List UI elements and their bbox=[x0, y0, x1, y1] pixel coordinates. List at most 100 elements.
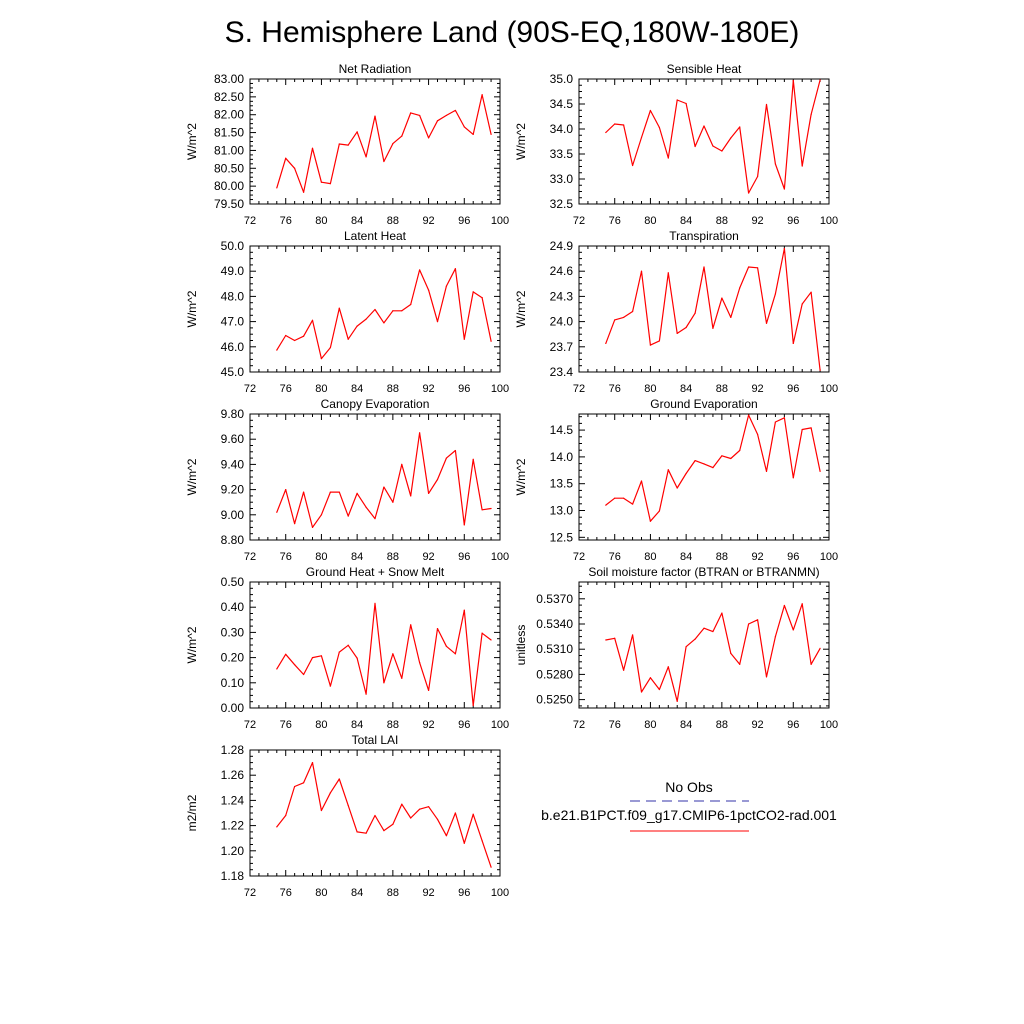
data-point bbox=[748, 192, 750, 194]
data-point bbox=[685, 646, 687, 648]
data-point bbox=[347, 804, 349, 807]
y-tick-label: 1.28 bbox=[221, 743, 245, 757]
x-tick-label: 84 bbox=[680, 551, 692, 563]
y-tick-label: 33.5 bbox=[550, 147, 574, 161]
y-tick-label: 49.0 bbox=[221, 264, 245, 278]
data-point bbox=[294, 785, 296, 788]
data-point bbox=[383, 486, 385, 488]
data-point bbox=[302, 782, 305, 784]
x-tick-label: 96 bbox=[787, 215, 799, 227]
x-tick-label: 80 bbox=[644, 383, 656, 395]
data-point bbox=[347, 644, 349, 646]
data-point bbox=[658, 688, 660, 691]
x-tick-label: 88 bbox=[387, 215, 399, 227]
series-line bbox=[276, 602, 492, 707]
y-tick-label: 13.0 bbox=[550, 504, 574, 518]
y-tick-label: 81.50 bbox=[214, 126, 244, 140]
x-tick-label: 92 bbox=[751, 719, 763, 731]
data-point bbox=[320, 181, 323, 183]
data-point bbox=[481, 840, 483, 842]
data-point bbox=[694, 460, 696, 462]
data-point bbox=[730, 137, 732, 139]
data-point bbox=[427, 492, 430, 494]
y-tick-label: 8.80 bbox=[221, 533, 245, 547]
y-tick-label: 80.50 bbox=[214, 161, 244, 175]
x-tick-label: 72 bbox=[244, 887, 256, 899]
data-point bbox=[739, 287, 741, 289]
data-point bbox=[810, 427, 812, 429]
x-tick-label: 80 bbox=[315, 719, 327, 731]
data-point bbox=[676, 332, 678, 334]
x-tick-label: 76 bbox=[609, 719, 621, 731]
x-tick-label: 84 bbox=[351, 383, 363, 395]
legend-model-label: b.e21.B1PCT.f09_g17.CMIP6-1pctCO2-rad.00… bbox=[541, 807, 837, 823]
y-tick-label: 0.50 bbox=[221, 575, 245, 589]
data-point bbox=[320, 809, 323, 812]
x-tick-label: 88 bbox=[716, 719, 728, 731]
x-tick-label: 96 bbox=[787, 383, 799, 395]
data-point bbox=[658, 340, 660, 342]
data-point bbox=[765, 322, 768, 324]
y-tick-label: 9.40 bbox=[221, 457, 245, 471]
x-tick-label: 96 bbox=[458, 215, 470, 227]
data-point bbox=[276, 511, 278, 513]
data-point bbox=[792, 79, 794, 82]
data-point bbox=[374, 602, 376, 605]
y-tick-label: 35.0 bbox=[550, 72, 574, 86]
x-tick-label: 80 bbox=[644, 719, 656, 731]
panel-2: Sensible Heat W/m^2 72 76 80 84 88 92 96 100 32.5 3… bbox=[514, 62, 838, 227]
x-tick-label: 76 bbox=[280, 887, 292, 899]
data-point bbox=[356, 831, 358, 833]
data-point bbox=[703, 463, 705, 465]
panel-8: Soil moisture factor (BTRAN or BTRANMN) u… bbox=[514, 565, 838, 731]
data-point bbox=[481, 509, 483, 511]
data-point bbox=[676, 487, 678, 489]
x-tick-label: 80 bbox=[315, 383, 327, 395]
data-point bbox=[819, 647, 821, 649]
data-point bbox=[356, 131, 358, 133]
plot-frame bbox=[249, 78, 501, 205]
panel-title: Latent Heat bbox=[344, 229, 407, 243]
x-tick-label: 72 bbox=[573, 551, 585, 563]
data-point bbox=[419, 432, 421, 434]
x-tick-label: 84 bbox=[351, 215, 363, 227]
y-tick-label: 9.80 bbox=[221, 407, 245, 421]
y-tick-label: 23.4 bbox=[550, 365, 574, 379]
y-tick-label: 0.00 bbox=[221, 701, 245, 715]
x-tick-label: 76 bbox=[280, 719, 292, 731]
data-point bbox=[694, 312, 696, 314]
x-tick-label: 96 bbox=[458, 551, 470, 563]
x-tick-label: 84 bbox=[680, 215, 692, 227]
x-tick-label: 92 bbox=[751, 215, 763, 227]
y-tick-label: 1.20 bbox=[221, 844, 245, 858]
data-point bbox=[445, 285, 448, 287]
data-point bbox=[756, 619, 759, 621]
data-point bbox=[463, 338, 465, 340]
y-tick-label: 34.0 bbox=[550, 122, 574, 136]
data-point bbox=[667, 469, 669, 471]
y-tick-label: 0.5310 bbox=[536, 642, 573, 656]
data-point bbox=[383, 160, 385, 163]
data-point bbox=[383, 830, 385, 832]
x-tick-label: 100 bbox=[491, 719, 509, 731]
x-tick-label: 100 bbox=[491, 383, 509, 395]
data-point bbox=[365, 693, 367, 695]
y-axis-label: W/m^2 bbox=[185, 290, 199, 327]
x-tick-label: 92 bbox=[422, 887, 434, 899]
data-point bbox=[810, 113, 812, 116]
data-point bbox=[481, 297, 483, 299]
y-tick-label: 0.5370 bbox=[536, 592, 573, 606]
x-tick-label: 92 bbox=[751, 383, 763, 395]
plot-frame bbox=[578, 245, 830, 373]
y-tick-label: 50.0 bbox=[221, 239, 245, 253]
y-tick-label: 24.0 bbox=[550, 315, 574, 329]
data-point bbox=[765, 470, 768, 472]
data-point bbox=[703, 125, 705, 127]
data-point bbox=[721, 612, 723, 614]
panel-title: Ground Evaporation bbox=[650, 397, 757, 411]
data-point bbox=[436, 818, 439, 820]
y-tick-label: 12.5 bbox=[550, 530, 574, 544]
x-tick-label: 92 bbox=[751, 551, 763, 563]
x-tick-label: 72 bbox=[244, 215, 256, 227]
x-tick-label: 96 bbox=[458, 887, 470, 899]
